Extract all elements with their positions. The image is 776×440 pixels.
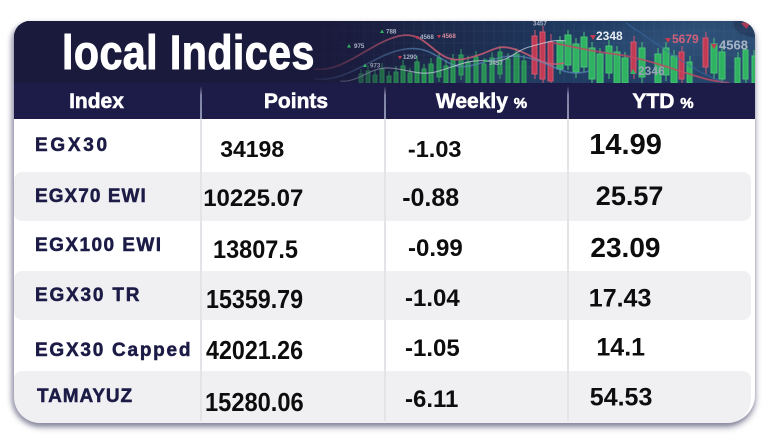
svg-text:5679: 5679 <box>672 32 699 46</box>
svg-text:973: 973 <box>370 63 381 70</box>
svg-text:975: 975 <box>354 43 365 50</box>
svg-text:3457: 3457 <box>489 60 503 67</box>
svg-text:4568: 4568 <box>442 33 456 40</box>
svg-text:2346: 2346 <box>638 64 665 78</box>
svg-text:788: 788 <box>386 29 397 36</box>
svg-text:4568: 4568 <box>719 38 748 53</box>
svg-text:4568: 4568 <box>420 34 434 41</box>
svg-text:2348: 2348 <box>596 29 623 43</box>
svg-text:3457: 3457 <box>533 21 547 28</box>
svg-text:1290: 1290 <box>403 54 417 61</box>
